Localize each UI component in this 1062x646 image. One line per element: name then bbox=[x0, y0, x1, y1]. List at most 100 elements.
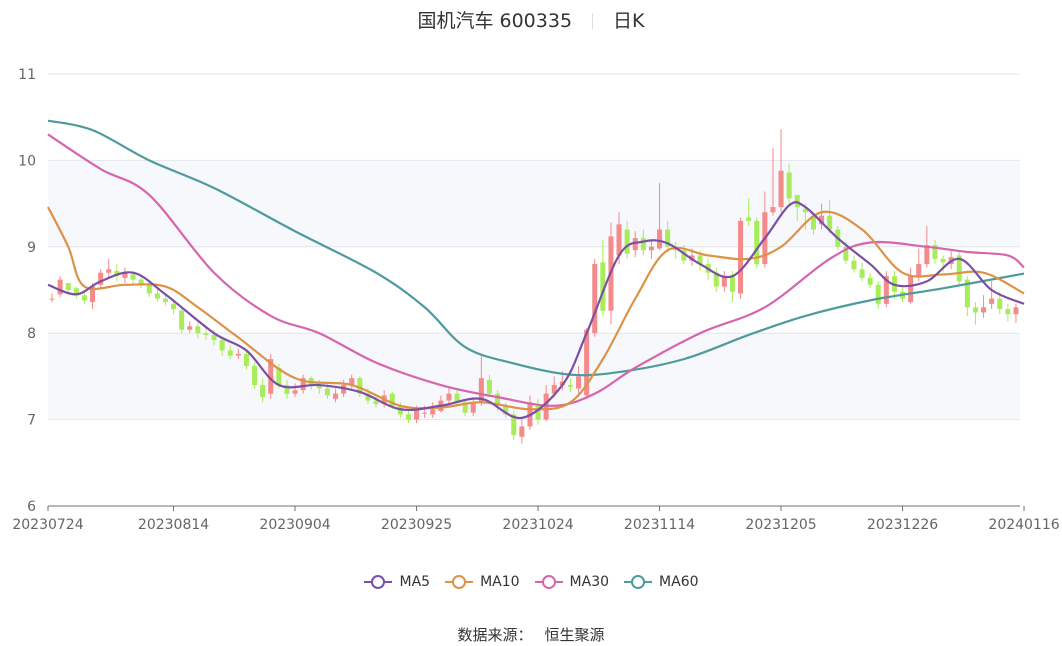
candle bbox=[300, 374, 306, 394]
candlestick-chart: 6 7 8 9 10 11 20230724 20230814 20230904 2023092… bbox=[12, 67, 1059, 533]
candle bbox=[333, 388, 339, 403]
grid-lines bbox=[48, 73, 1020, 421]
data-source-label: 数据来源： bbox=[457, 626, 533, 644]
candle bbox=[851, 255, 857, 273]
candle bbox=[883, 270, 889, 308]
candle bbox=[98, 269, 104, 289]
ma-line-ma60 bbox=[47, 119, 1025, 377]
candle bbox=[754, 217, 760, 268]
candle bbox=[794, 194, 800, 221]
candle bbox=[122, 267, 128, 284]
legend-item-ma60[interactable]: MA60 bbox=[623, 574, 699, 590]
candle bbox=[624, 220, 630, 259]
candle bbox=[778, 129, 784, 213]
candle bbox=[90, 283, 96, 310]
candle bbox=[187, 321, 193, 334]
candle bbox=[219, 336, 225, 356]
x-tick-label: 20231226 bbox=[867, 517, 938, 533]
data-source-value: 恒生聚源 bbox=[544, 626, 605, 644]
candle bbox=[567, 378, 573, 392]
candle bbox=[243, 350, 249, 370]
candle bbox=[235, 348, 241, 360]
candle bbox=[600, 239, 606, 316]
y-tick-label: 6 bbox=[27, 499, 36, 515]
ma-line-ma5 bbox=[47, 201, 1025, 419]
legend-marker-icon bbox=[624, 575, 653, 589]
candle bbox=[875, 281, 881, 310]
candle bbox=[114, 264, 120, 282]
x-tick-label: 20230814 bbox=[138, 517, 209, 533]
candle bbox=[940, 255, 946, 273]
candle bbox=[584, 328, 590, 399]
legend-marker-icon bbox=[364, 575, 393, 589]
candle bbox=[657, 182, 663, 251]
candle bbox=[292, 383, 298, 398]
candle bbox=[430, 402, 436, 418]
y-tick-label: 11 bbox=[18, 67, 36, 83]
candle bbox=[932, 239, 938, 265]
ma-line-ma10 bbox=[47, 206, 1025, 411]
plot-band bbox=[48, 160, 1020, 247]
y-tick-label: 8 bbox=[27, 326, 36, 342]
ma-lines bbox=[47, 119, 1025, 419]
legend-item-ma5[interactable]: MA5 bbox=[363, 574, 430, 590]
candle bbox=[446, 388, 452, 405]
y-tick-label: 10 bbox=[18, 153, 36, 169]
candle bbox=[284, 379, 290, 399]
candle bbox=[1013, 303, 1019, 323]
candle bbox=[373, 395, 379, 408]
y-tick-label: 9 bbox=[27, 240, 36, 256]
legend-item-ma10[interactable]: MA10 bbox=[444, 574, 520, 590]
candle bbox=[179, 307, 185, 334]
candle bbox=[227, 345, 233, 360]
candle bbox=[260, 378, 266, 403]
candle bbox=[195, 322, 201, 339]
candle bbox=[203, 328, 209, 341]
candle bbox=[827, 200, 833, 233]
candle bbox=[972, 302, 978, 325]
x-tick-label: 20231205 bbox=[745, 517, 816, 533]
candle bbox=[956, 251, 962, 287]
legend-label: MA60 bbox=[659, 574, 699, 590]
candle bbox=[746, 198, 752, 227]
candle bbox=[486, 374, 492, 398]
candle bbox=[57, 276, 63, 297]
candle bbox=[268, 353, 274, 399]
candle bbox=[786, 163, 792, 204]
candle bbox=[592, 258, 598, 337]
plot-band bbox=[48, 333, 1020, 420]
candle bbox=[462, 398, 468, 417]
title-separator bbox=[592, 13, 594, 29]
candle bbox=[154, 288, 160, 303]
x-tick-label: 20230904 bbox=[259, 517, 330, 533]
legend-label: MA5 bbox=[399, 574, 431, 590]
x-tick-label: 20231024 bbox=[502, 517, 573, 533]
y-axis-ticks: 6 7 8 9 10 11 bbox=[18, 67, 36, 515]
candle bbox=[478, 353, 484, 406]
candle bbox=[470, 397, 476, 417]
chart-title-period: 日K bbox=[613, 10, 645, 32]
candle bbox=[81, 291, 87, 304]
x-tick-label: 20230925 bbox=[381, 517, 452, 533]
candle bbox=[535, 398, 541, 425]
candle bbox=[49, 293, 55, 303]
x-tick-label: 20240116 bbox=[988, 517, 1059, 533]
chart-title: 国机汽车 600335 日K bbox=[0, 6, 1062, 33]
candle bbox=[981, 295, 987, 318]
legend-item-ma30[interactable]: MA30 bbox=[534, 574, 609, 590]
candle bbox=[252, 362, 258, 389]
candle bbox=[632, 231, 638, 258]
candle bbox=[964, 276, 970, 316]
candle bbox=[713, 267, 719, 292]
candle bbox=[665, 220, 671, 252]
legend-label: MA10 bbox=[480, 574, 520, 590]
candle bbox=[519, 419, 525, 444]
x-tick-label: 20231114 bbox=[624, 517, 695, 533]
plot-bands bbox=[48, 160, 1020, 420]
legend: MA5 MA10 MA30 MA60 bbox=[0, 574, 1062, 594]
legend-marker-icon bbox=[534, 575, 563, 589]
candle bbox=[73, 286, 79, 299]
x-tick-label: 20230724 bbox=[12, 517, 83, 533]
candle bbox=[648, 241, 654, 259]
legend-marker-icon bbox=[445, 575, 474, 589]
